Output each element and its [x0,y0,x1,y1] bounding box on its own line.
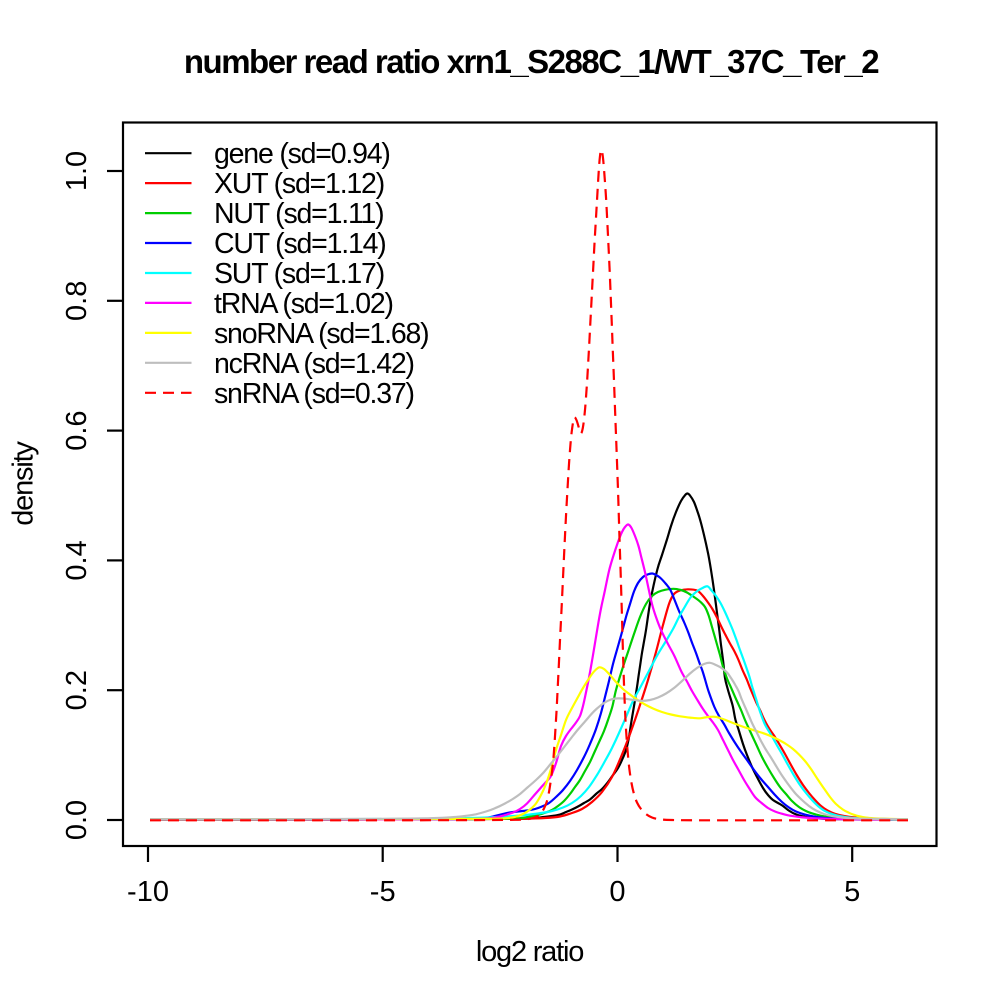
svg-text:snoRNA (sd=1.68): snoRNA (sd=1.68) [214,318,428,350]
svg-text:NUT (sd=1.11): NUT (sd=1.11) [214,198,383,230]
svg-text:number read ratio xrn1_S288C_1: number read ratio xrn1_S288C_1/WT_37C_Te… [184,43,879,80]
svg-text:-5: -5 [370,876,396,908]
svg-text:1.0: 1.0 [61,151,93,191]
svg-text:snRNA (sd=0.37): snRNA (sd=0.37) [214,378,414,410]
svg-text:-10: -10 [127,876,169,908]
svg-text:CUT (sd=1.14): CUT (sd=1.14) [214,228,386,260]
svg-text:SUT (sd=1.17): SUT (sd=1.17) [214,258,384,290]
svg-text:5: 5 [844,876,860,908]
svg-text:XUT (sd=1.12): XUT (sd=1.12) [214,168,384,200]
svg-text:0.2: 0.2 [61,670,93,710]
svg-text:gene (sd=0.94): gene (sd=0.94) [214,138,390,170]
svg-text:density: density [8,441,40,526]
svg-text:ncRNA (sd=1.42): ncRNA (sd=1.42) [214,348,414,380]
svg-text:0.6: 0.6 [61,410,93,450]
svg-text:log2 ratio: log2 ratio [476,936,583,968]
svg-text:0.8: 0.8 [61,281,93,321]
svg-text:0.4: 0.4 [61,540,93,580]
svg-text:0.0: 0.0 [61,800,93,840]
svg-text:0: 0 [609,876,625,908]
svg-text:tRNA (sd=1.02): tRNA (sd=1.02) [214,288,393,320]
